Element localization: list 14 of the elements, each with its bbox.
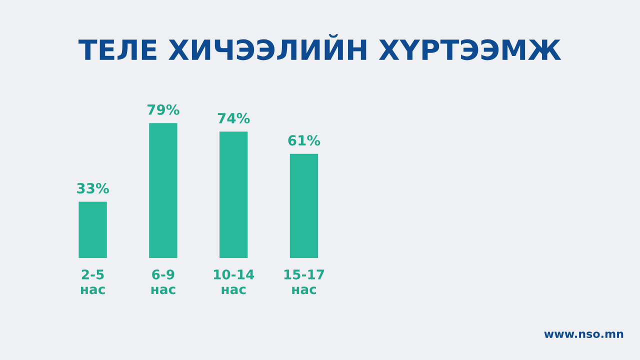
data-label: 79% — [148, 104, 180, 115]
x-tick-label: 10-14 нас — [214, 269, 254, 294]
bar — [149, 123, 178, 258]
x-tick-label: 6-9 нас — [151, 269, 176, 294]
x-tick-label: 2-5 нас — [80, 269, 105, 294]
data-label: 74% — [218, 112, 250, 124]
text: www.nso.mn — [544, 332, 624, 338]
data-label: 61% — [288, 135, 320, 146]
bar — [78, 202, 107, 258]
bar — [290, 154, 318, 258]
data-label: 33% — [77, 182, 109, 194]
bar — [220, 132, 248, 258]
x-tick-label: 15-17 нас — [284, 270, 324, 294]
chart-title: ТЕЛЕ ХИЧЭЭЛИЙН ХҮРТЭЭМЖ — [78, 34, 562, 60]
